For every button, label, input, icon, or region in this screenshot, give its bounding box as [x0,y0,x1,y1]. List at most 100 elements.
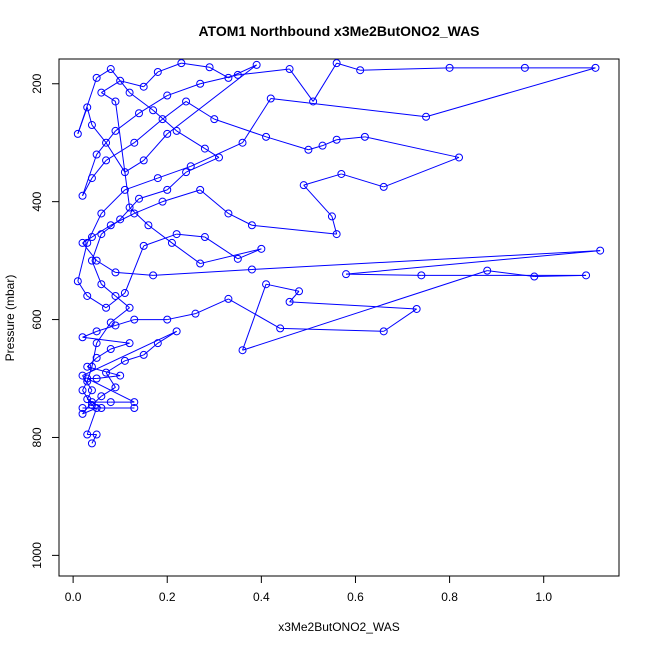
series-line-segment [176,233,205,238]
data-point [87,233,96,242]
data-point [332,59,341,68]
data-point [139,350,148,359]
data-point [139,241,148,250]
data-point [149,271,158,280]
data-point [591,63,600,72]
series-line-segment [124,245,145,294]
y-tick-label: 200 [30,73,44,93]
series-line-segment [138,95,168,114]
data-point [78,409,87,418]
data-point [337,169,346,178]
series-line-segment [86,366,93,382]
data-point [200,144,209,153]
series-line-segment [336,136,365,141]
series-line-segment [346,250,601,275]
data-point [92,256,101,265]
series-line-segment [96,68,112,79]
data-point [299,181,308,190]
data-point [135,109,143,118]
x-tick-label: 0.8 [441,590,458,604]
data-point [139,156,148,165]
data-point [83,238,92,247]
x-tick-label: 0.0 [65,590,82,604]
series-line-segment [138,189,168,200]
series-line-segment [82,330,177,377]
data-point [422,112,431,121]
series-line-segment [86,390,93,400]
data-point [262,280,271,289]
data-point [120,185,129,194]
series-line-segment [91,233,102,261]
series-line-segment [148,224,173,244]
data-point [332,230,341,239]
series-line-segment [214,118,267,138]
series-line-segment [270,98,427,118]
series-line-segment [312,62,338,102]
series-line-segment [383,308,417,332]
data-point [111,268,120,277]
data-point [87,386,96,395]
data-point [83,291,92,300]
data-point [92,353,101,362]
series-line-segment [82,336,130,344]
data-point [73,129,82,138]
series-line-segment [86,213,102,244]
data-point [205,63,214,72]
series-line-segment [166,171,187,191]
series-line-segment [157,62,182,73]
series-line-segment [110,68,130,93]
series-line-segment [129,92,154,111]
series-line-segment [364,136,460,158]
data-point [262,132,271,141]
data-point [111,291,120,300]
data-point [247,265,256,274]
series-line-segment [228,213,253,226]
series-line-segment [176,130,206,150]
data-point [483,266,492,275]
series-line-segment [251,250,601,270]
series-line-segment [336,62,361,71]
data-point [83,362,92,371]
data-point [106,65,115,74]
series-line-segment [162,189,201,203]
data-point [158,115,167,124]
series-line-segment [237,68,290,76]
series-points [73,59,605,448]
data-point [130,315,139,324]
series-line-segment [162,101,187,120]
data-point [520,63,529,72]
data-point [163,129,172,138]
series-line-segment [200,248,262,265]
series-line-segment [96,322,112,344]
series-line-segment [77,77,98,135]
series-line-segment [289,290,300,303]
series-line-segment [120,80,144,88]
series-line-segment [105,372,116,388]
series-line-segment [91,434,98,444]
series-line-segment [86,398,102,409]
data-point [304,145,313,154]
data-point [233,70,242,79]
data-point [215,153,223,162]
data-point [356,66,365,75]
y-tick-label: 800 [30,427,44,447]
data-point [445,63,454,72]
data-point [379,327,388,336]
data-point [139,82,148,91]
series-line-segment [143,342,159,356]
data-point [379,182,388,191]
series-line-segment [204,148,220,158]
series-line-segment [124,177,158,191]
series-line-segment [308,145,323,151]
data-point [247,221,256,230]
series-line-segment [195,298,229,315]
series-line-segment [322,139,337,147]
series-line-segment [171,242,201,264]
data-point [120,168,129,177]
data-point [224,209,233,218]
data-point [106,221,115,230]
data-point [120,289,129,298]
data-point [83,395,92,404]
data-point [224,73,233,82]
data-point [530,272,539,281]
